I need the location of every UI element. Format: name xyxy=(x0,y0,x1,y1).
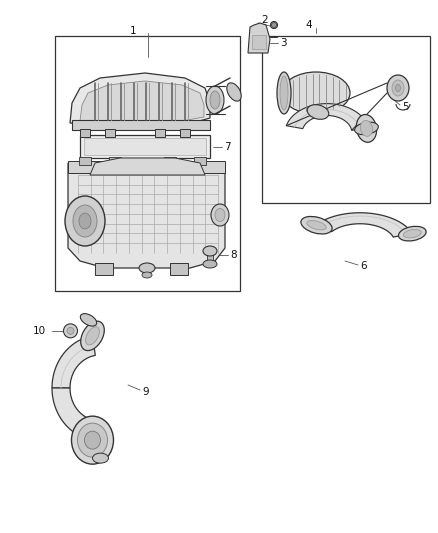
Bar xyxy=(80,135,210,158)
Text: 3: 3 xyxy=(280,38,286,48)
Ellipse shape xyxy=(203,260,217,268)
Ellipse shape xyxy=(387,75,409,101)
Bar xyxy=(79,157,91,165)
Bar xyxy=(95,263,113,275)
Ellipse shape xyxy=(210,91,220,109)
Ellipse shape xyxy=(280,76,288,110)
Bar xyxy=(109,157,121,165)
Text: 5: 5 xyxy=(402,102,409,112)
Ellipse shape xyxy=(360,120,373,136)
Ellipse shape xyxy=(403,229,421,238)
Ellipse shape xyxy=(65,196,105,246)
Bar xyxy=(105,129,115,137)
Ellipse shape xyxy=(227,83,241,101)
Bar xyxy=(72,120,210,130)
Ellipse shape xyxy=(357,115,377,142)
Ellipse shape xyxy=(282,72,350,114)
Polygon shape xyxy=(90,158,205,175)
Ellipse shape xyxy=(85,327,99,345)
Ellipse shape xyxy=(73,205,97,237)
Bar xyxy=(80,129,90,137)
Ellipse shape xyxy=(355,122,378,135)
Ellipse shape xyxy=(203,246,217,256)
Bar xyxy=(194,157,206,165)
Text: 10: 10 xyxy=(32,326,46,336)
Bar xyxy=(262,36,430,203)
Polygon shape xyxy=(70,73,210,125)
Text: 8: 8 xyxy=(230,250,237,260)
Ellipse shape xyxy=(71,416,113,464)
Ellipse shape xyxy=(211,204,229,226)
Ellipse shape xyxy=(399,227,426,241)
Text: 9: 9 xyxy=(142,387,148,397)
Ellipse shape xyxy=(271,21,278,28)
Bar xyxy=(155,129,165,137)
Text: 1: 1 xyxy=(130,26,137,36)
Ellipse shape xyxy=(215,208,225,222)
Polygon shape xyxy=(80,81,204,121)
Ellipse shape xyxy=(396,85,400,92)
Ellipse shape xyxy=(139,263,155,273)
Bar xyxy=(207,250,213,263)
Bar xyxy=(180,129,190,137)
Ellipse shape xyxy=(78,423,107,457)
Polygon shape xyxy=(52,388,95,440)
Ellipse shape xyxy=(79,213,91,229)
Text: 4: 4 xyxy=(305,20,311,30)
Ellipse shape xyxy=(80,313,97,326)
Polygon shape xyxy=(52,336,95,388)
Ellipse shape xyxy=(301,216,332,234)
Ellipse shape xyxy=(392,80,404,96)
Circle shape xyxy=(64,324,78,338)
Bar xyxy=(170,263,188,275)
Bar xyxy=(68,161,225,173)
Ellipse shape xyxy=(81,321,104,351)
Ellipse shape xyxy=(92,453,109,463)
Bar xyxy=(55,36,240,291)
Ellipse shape xyxy=(85,431,100,449)
Text: 6: 6 xyxy=(360,261,367,271)
Ellipse shape xyxy=(277,72,291,114)
Text: 2: 2 xyxy=(261,15,268,25)
Polygon shape xyxy=(248,23,270,53)
Ellipse shape xyxy=(307,221,326,230)
Polygon shape xyxy=(68,163,225,268)
Text: 7: 7 xyxy=(224,142,231,152)
Ellipse shape xyxy=(142,272,152,278)
Polygon shape xyxy=(315,213,412,237)
Bar xyxy=(164,157,176,165)
Ellipse shape xyxy=(206,86,224,114)
Circle shape xyxy=(272,22,276,28)
Bar xyxy=(252,35,266,49)
Ellipse shape xyxy=(307,104,329,119)
Circle shape xyxy=(67,327,74,334)
Bar xyxy=(84,138,206,155)
Polygon shape xyxy=(286,103,368,130)
